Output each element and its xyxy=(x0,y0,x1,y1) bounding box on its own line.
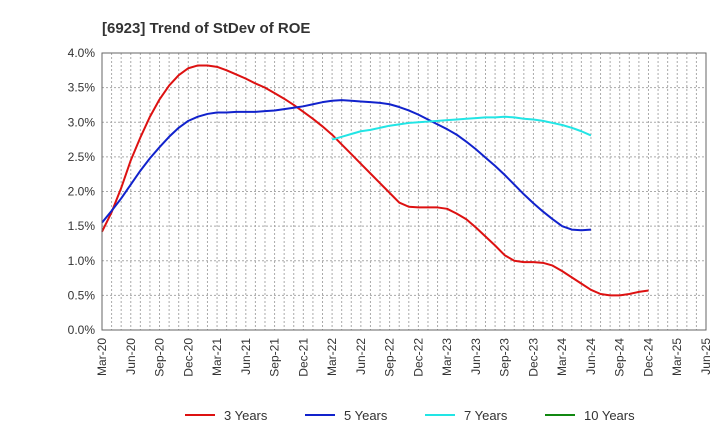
x-tick-label: Sep-24 xyxy=(613,338,627,377)
legend: 3 Years 5 Years 7 Years 10 Years xyxy=(185,408,635,423)
x-tick-label: Jun-23 xyxy=(469,338,483,375)
y-tick-label: 0.0% xyxy=(68,323,96,337)
series-line-7-years xyxy=(331,115,592,141)
x-tick-label: Dec-20 xyxy=(181,338,195,377)
legend-label: 7 Years xyxy=(464,408,508,423)
legend-label: 5 Years xyxy=(344,408,388,423)
y-tick-label: 2.0% xyxy=(68,185,96,199)
y-tick-label: 1.0% xyxy=(68,254,96,268)
legend-label: 3 Years xyxy=(224,408,268,423)
x-tick-label: Mar-23 xyxy=(440,338,454,376)
series-line-3-years xyxy=(101,64,649,297)
x-tick-label: Jun-20 xyxy=(124,338,138,375)
chart-title: [6923] Trend of StDev of ROE xyxy=(102,20,310,37)
x-tick-label: Dec-21 xyxy=(296,338,310,377)
x-tick-label: Dec-23 xyxy=(526,338,540,377)
x-tick-label: Jun-24 xyxy=(584,338,598,375)
y-tick-label: 2.5% xyxy=(68,150,96,164)
x-tick-label: Jun-22 xyxy=(354,338,368,375)
series-line-5-years xyxy=(101,99,592,232)
x-tick-label: Sep-23 xyxy=(498,338,512,377)
x-tick-label: Jun-25 xyxy=(699,338,713,375)
x-tick-label: Mar-22 xyxy=(325,338,339,376)
y-tick-label: 3.0% xyxy=(68,115,96,129)
x-tick-label: Mar-24 xyxy=(555,338,569,376)
x-tick-label: Dec-24 xyxy=(641,338,655,377)
legend-label: 10 Years xyxy=(584,408,635,423)
x-tick-label: Mar-21 xyxy=(210,338,224,376)
x-tick-label: Sep-21 xyxy=(268,338,282,377)
y-tick-label: 4.0% xyxy=(68,46,96,60)
y-tick-label: 1.5% xyxy=(68,219,96,233)
plot-area: 0.0% 0.5% 1.0% 1.5% 2.0% 2.5% 3.0% 3.5% 4.0% Mar-… xyxy=(68,46,713,377)
x-tick-label: Sep-22 xyxy=(383,338,397,377)
x-tick-label: Sep-20 xyxy=(153,338,167,377)
y-tick-label: 3.5% xyxy=(68,81,96,95)
plot-border xyxy=(101,52,707,331)
x-tick-label: Mar-20 xyxy=(95,338,109,376)
x-tick-label: Mar-25 xyxy=(670,338,684,376)
x-tick-label: Dec-22 xyxy=(411,338,425,377)
x-tick-label: Jun-21 xyxy=(239,338,253,375)
y-tick-label: 0.5% xyxy=(68,288,96,302)
